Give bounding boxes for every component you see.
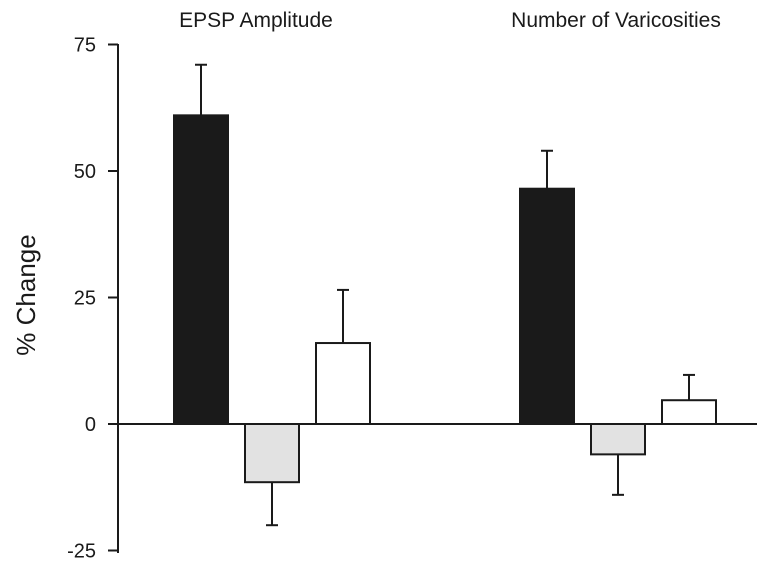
y-tick-label: 25 (74, 288, 96, 310)
bar-0-0 (173, 114, 229, 425)
chart-title-epsp: EPSP Amplitude (179, 9, 333, 32)
bar-1-0 (519, 187, 575, 425)
y-tick-label: 50 (74, 161, 96, 183)
bar-0-2 (315, 342, 371, 426)
bar-0-1 (244, 423, 300, 484)
bar-1-1 (590, 423, 646, 456)
chart-title-varicosities: Number of Varicosities (511, 9, 721, 32)
y-tick-label: -25 (67, 541, 96, 563)
y-tick-label: 75 (74, 35, 96, 57)
y-axis-label: % Change (11, 234, 41, 355)
bar-1-2 (661, 399, 717, 425)
y-tick-label: 0 (85, 414, 96, 436)
